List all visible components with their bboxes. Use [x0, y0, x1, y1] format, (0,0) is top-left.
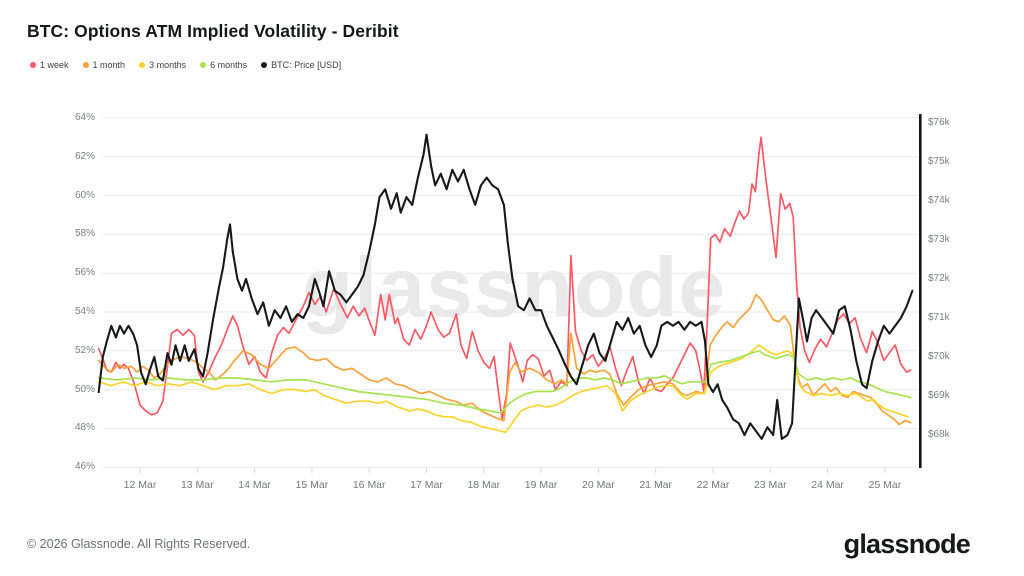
series-line-6-months [97, 349, 912, 414]
legend-item-label: 1 week [40, 60, 69, 70]
x-axis-tick-label: 23 Mar [753, 479, 787, 491]
copyright-text: © 2026 Glassnode. All Rights Reserved. [27, 537, 251, 551]
x-axis-tick-label: 21 Mar [639, 479, 673, 491]
price-axis-tick-label: $76k [928, 117, 950, 128]
legend-dot-icon [82, 62, 89, 68]
price-axis-bar [919, 114, 922, 468]
legend-dot-icon [139, 62, 146, 68]
x-axis-tick-label: 19 Mar [524, 479, 558, 491]
page-title: BTC: Options ATM Implied Volatility - De… [27, 21, 399, 41]
price-axis-tick-label: $72k [928, 273, 950, 284]
legend-item-label: 6 months [210, 60, 248, 70]
x-axis-tick-label: 18 Mar [467, 479, 501, 491]
price-axis-tick-label: $75k [928, 156, 950, 167]
x-axis-tick-label: 24 Mar [811, 479, 844, 491]
legend-dot-icon [200, 62, 207, 68]
price-axis-tick-label: $69k [928, 390, 950, 401]
x-axis-tick-label: 14 Mar [238, 479, 271, 491]
legend-item-label: 3 months [149, 60, 187, 70]
series-line-1-week [97, 136, 912, 420]
y-axis-tick-label: 62% [74, 150, 95, 162]
legend-item-1-month[interactable]: 1 month [82, 60, 126, 70]
x-axis-tick-label: 22 Mar [696, 479, 730, 491]
y-axis-tick-label: 58% [74, 228, 95, 240]
x-axis-tick-label: 12 Mar [123, 479, 157, 491]
price-axis-tick-label: $73k [928, 234, 950, 245]
y-axis-tick-label: 48% [74, 422, 95, 434]
series-line-btc-price-usd- [97, 133, 914, 440]
glassnode-logo: glassnode [843, 529, 971, 559]
price-axis-tick-label: $71k [928, 312, 950, 323]
price-axis-tick-label: $74k [928, 195, 950, 206]
legend-dot-icon [30, 62, 36, 68]
legend: 1 week 1 month 3 months 6 months BTC: Price … [30, 60, 341, 70]
legend-dot-icon [261, 62, 268, 68]
y-axis-tick-label: 52% [74, 344, 95, 356]
legend-item-1-week[interactable]: 1 week [30, 60, 69, 70]
y-axis-tick-label: 54% [74, 306, 95, 317]
legend-item-6-months[interactable]: 6 months [200, 60, 247, 70]
price-axis-tick-label: $70k [928, 351, 950, 362]
x-axis-tick-label: 16 Mar [352, 479, 386, 491]
legend-item-btc-price-usd-[interactable]: BTC: Price [USD] [261, 60, 341, 70]
x-axis-tick-label: 20 Mar [582, 479, 615, 491]
series-line-3-months [97, 344, 909, 434]
legend-item-label: 1 month [92, 60, 126, 70]
y-axis-tick-label: 46% [74, 461, 95, 473]
y-axis-tick-label: 56% [74, 267, 95, 279]
y-axis-tick-label: 60% [74, 189, 95, 201]
legend-item-label: BTC: Price [USD] [271, 60, 342, 70]
x-axis-tick-label: 25 Mar [868, 479, 902, 491]
price-axis-tick-label: $68k [928, 429, 950, 440]
x-axis-tick-label: 13 Mar [180, 479, 214, 491]
legend-item-3-months[interactable]: 3 months [139, 60, 186, 70]
y-axis-tick-label: 50% [74, 383, 95, 395]
x-axis-tick-label: 17 Mar [410, 479, 443, 491]
y-axis-tick-label: 64% [74, 112, 95, 123]
x-axis-tick-label: 15 Mar [295, 479, 329, 491]
